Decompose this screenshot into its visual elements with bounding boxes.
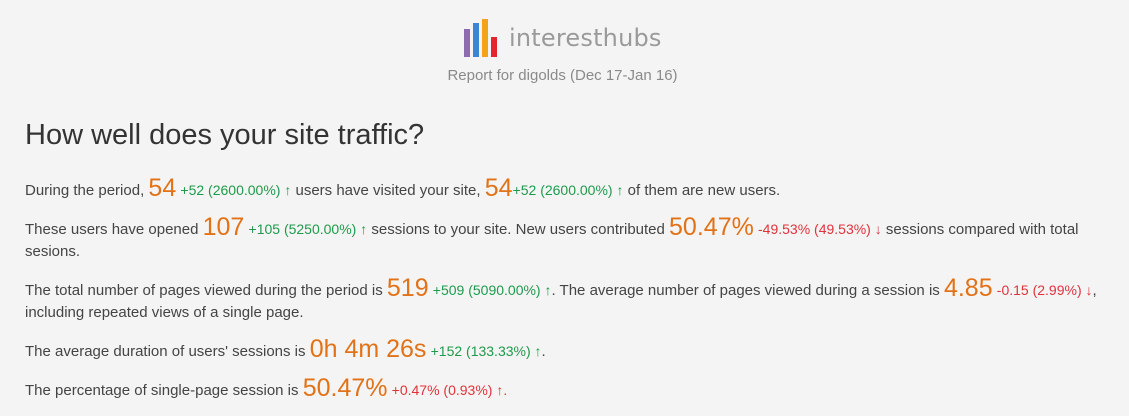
section-title: How well does your site traffic? [25,119,425,151]
text: . [503,382,508,398]
duration-summary: The average duration of users' sessions … [25,335,1105,363]
users-summary: During the period, 54 +52 (2600.00%) ↑ u… [25,174,1105,202]
text: The total number of pages viewed during … [25,282,383,299]
pageviews-delta: +509 (5090.00%) ↑ [432,282,552,298]
new-users-share-delta: -49.53% (49.53%) ↓ [758,221,882,237]
pageviews-summary: The total number of pages viewed during … [25,274,1105,324]
text: of them are new users. [627,182,781,199]
new-users-delta: +52 (2600.00%) ↑ [512,182,624,198]
sessions-value: 107 [202,213,245,241]
text: . [541,343,546,360]
duration-delta: +152 (133.33%) ↑ [430,343,542,359]
text: During the period, [25,182,145,199]
single-page-value: 50.47% [302,374,388,402]
single-page-delta: +0.47% (0.93%) ↑ [391,382,504,398]
avg-pages-value: 4.85 [943,274,993,302]
single-page-summary: The percentage of single-page session is… [25,374,1105,402]
text: The average duration of users' sessions … [25,343,306,360]
brand[interactable]: interesthubs [463,18,662,58]
text: The percentage of single-page session is [25,382,299,399]
users-value: 54 [148,174,177,202]
sessions-delta: +105 (5250.00%) ↑ [248,221,368,237]
text: . The average number of pages viewed dur… [551,282,940,299]
sessions-summary: These users have opened 107 +105 (5250.0… [25,213,1105,263]
text: These users have opened [25,221,199,238]
users-delta: +52 (2600.00%) ↑ [180,182,292,198]
new-users-share-value: 50.47% [669,213,754,241]
avg-pages-delta: -0.15 (2.99%) ↓ [996,282,1093,298]
text: sessions compared with total sesions. [25,221,1079,260]
report-subtitle: Report for digolds (Dec 17-Jan 16) [447,67,678,84]
text: sessions to your site. New users contrib… [371,221,665,238]
new-users-value: 54 [484,174,513,202]
traffic-section: How well does your site traffic? During … [25,115,1105,416]
text: , including repeated views of a single p… [25,282,1097,321]
pageviews-value: 519 [386,274,429,302]
text: users have visited your site, [295,182,481,199]
brand-name: interesthubs [509,24,662,52]
bar-chart-logo-icon [464,19,497,57]
duration-value: 0h 4m 26s [309,335,427,363]
